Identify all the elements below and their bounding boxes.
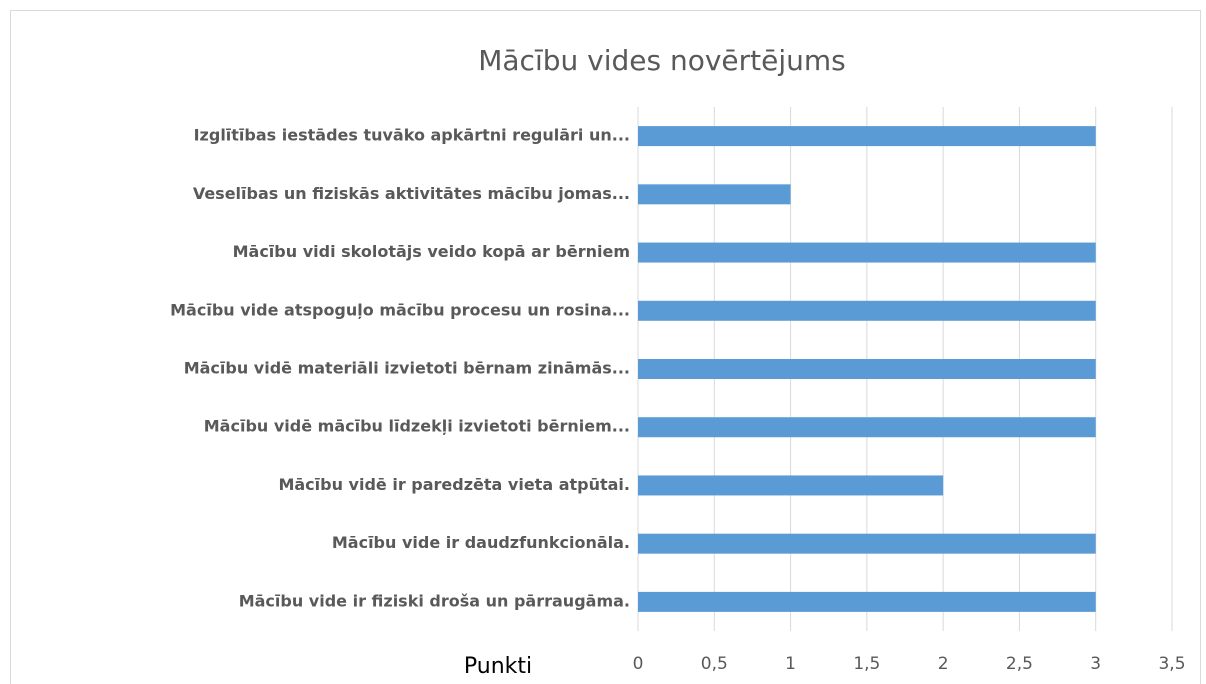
- y-tick-label: Veselības un fiziskās aktivitātes mācību…: [193, 184, 630, 203]
- bar: [638, 359, 1096, 379]
- x-axis-label: Punkti: [464, 654, 532, 679]
- y-tick-label: Mācību vide ir daudzfunkcionāla.: [332, 533, 630, 552]
- y-tick-label: Mācību vidi skolotājs veido kopā ar bērn…: [233, 242, 630, 261]
- x-tick-label: 0: [633, 654, 644, 674]
- y-tick-label: Mācību vidē ir paredzēta vieta atpūtai.: [278, 475, 630, 494]
- y-tick-label: Mācību vide ir fiziski droša un pārraugā…: [239, 591, 630, 610]
- chart-frame: [10, 10, 1201, 684]
- x-tick-label: 1: [785, 654, 796, 674]
- x-tick-label: 3,5: [1158, 654, 1185, 674]
- y-tick-label: Mācību vidē materiāli izvietoti bērnam z…: [184, 359, 630, 378]
- bar: [638, 417, 1096, 438]
- y-tick-label: Izglītības iestādes tuvāko apkārtni regu…: [194, 126, 630, 145]
- bar: [638, 475, 944, 496]
- bar: [638, 126, 1096, 147]
- x-tick-label: 0,5: [701, 654, 728, 674]
- x-tick-label: 2: [938, 654, 949, 674]
- y-tick-label: Mācību vide atspoguļo mācību procesu un …: [170, 300, 630, 319]
- y-tick-label: Mācību vidē mācību līdzekļi izvietoti bē…: [204, 417, 630, 436]
- chart-title: Mācību vides novērtējums: [478, 44, 846, 77]
- x-tick-label: 3: [1090, 654, 1101, 674]
- x-tick-label: 1,5: [853, 654, 880, 674]
- x-tick-label: 2,5: [1006, 654, 1033, 674]
- bar: [638, 533, 1096, 554]
- bar: [638, 184, 791, 205]
- bar: [638, 300, 1096, 321]
- bar: [638, 591, 1096, 612]
- bar: [638, 242, 1096, 263]
